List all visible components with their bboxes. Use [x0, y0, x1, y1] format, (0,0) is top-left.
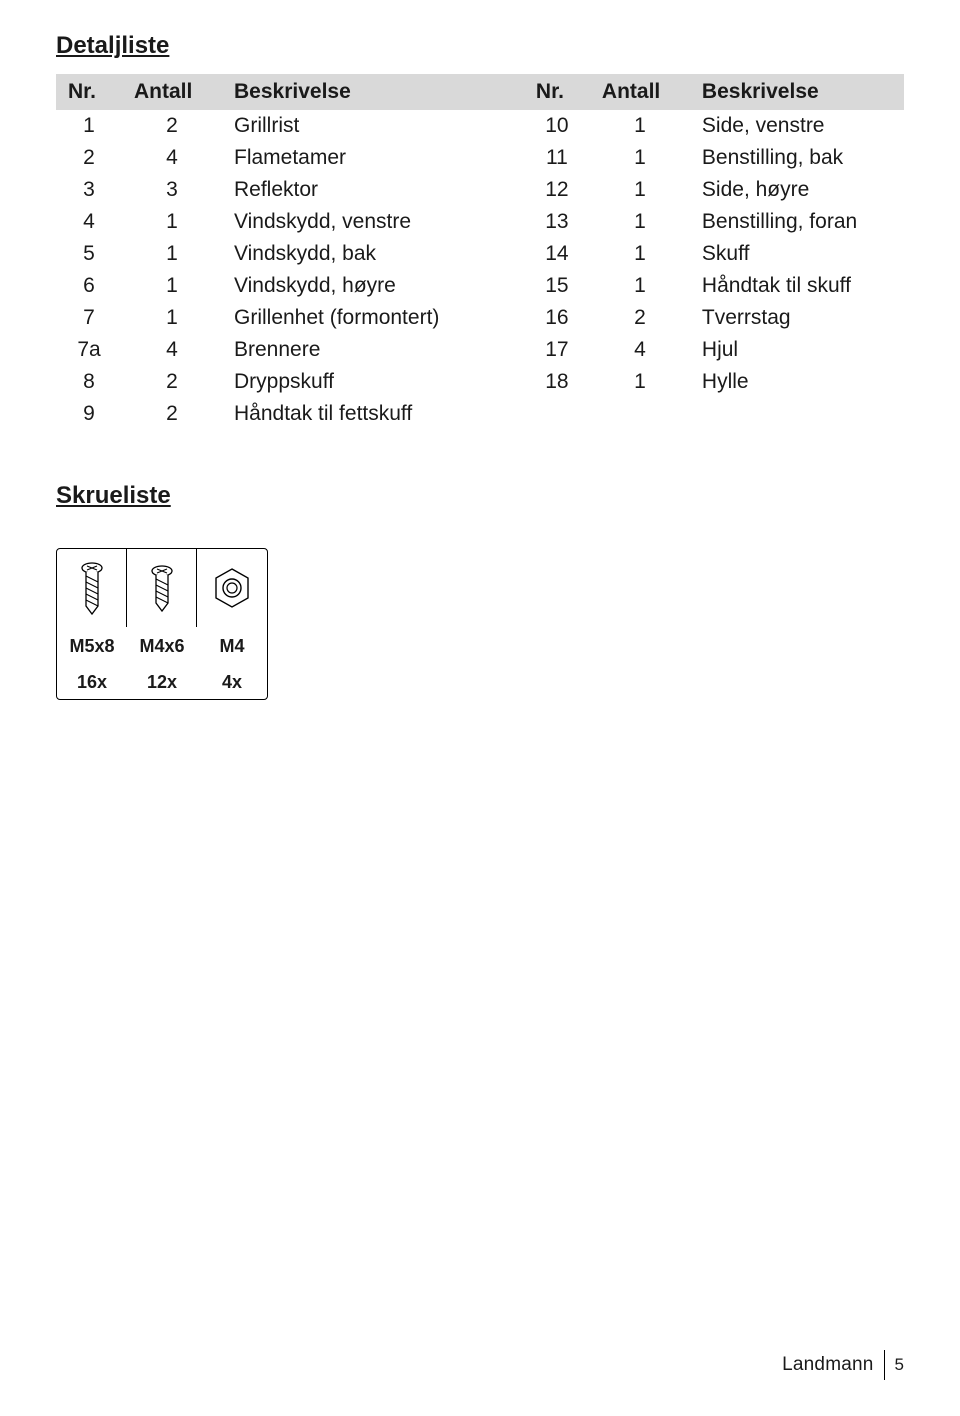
cell-beskrivelse: Tverrstag: [690, 302, 904, 334]
cell-beskrivelse: Vindskydd, venstre: [222, 206, 496, 238]
table-row: 61Vindskydd, høyre151Håndtak til skuff: [56, 270, 904, 302]
cell-beskrivelse: Side, venstre: [690, 110, 904, 142]
cell-beskrivelse: Benstilling, foran: [690, 206, 904, 238]
table-row: 41Vindskydd, venstre131Benstilling, fora…: [56, 206, 904, 238]
screw-qty: 16x: [57, 665, 127, 699]
table-row: 33Reflektor121Side, høyre: [56, 174, 904, 206]
table-row: 82Dryppskuff 181Hylle: [56, 366, 904, 398]
table-row: 7a4Brennere174Hjul: [56, 334, 904, 366]
page-footer: Landmann 5: [782, 1350, 904, 1380]
cell-antall: 1: [590, 142, 690, 174]
cell-beskrivelse: [690, 398, 904, 430]
cell-nr: 2: [56, 142, 122, 174]
cell-nr: 7: [56, 302, 122, 334]
cell-antall: 1: [122, 270, 222, 302]
screw-qty-row: 16x 12x 4x: [57, 665, 267, 699]
cell-nr: 9: [56, 398, 122, 430]
screw-icon: [127, 549, 197, 627]
cell-beskrivelse: Hjul: [690, 334, 904, 366]
table-row: 71Grillenhet (formontert) 162Tverrstag: [56, 302, 904, 334]
footer-brand: Landmann: [782, 1354, 873, 1376]
cell-nr: 4: [56, 206, 122, 238]
cell-antall: 1: [122, 302, 222, 334]
cell-nr: 12: [524, 174, 590, 206]
footer-separator: [884, 1350, 885, 1380]
cell-antall: 2: [122, 110, 222, 142]
skrueliste-section: Skrueliste: [56, 482, 904, 700]
parts-table: Nr. Antall Beskrivelse Nr. Antall Beskri…: [56, 74, 904, 430]
table-row: 12Grillrist101Side, venstre: [56, 110, 904, 142]
cell-antall: 2: [122, 398, 222, 430]
cell-antall: [590, 398, 690, 430]
cell-beskrivelse: Håndtak til fettskuff: [222, 398, 496, 430]
col-beskrivelse-2: Beskrivelse: [690, 74, 904, 110]
cell-antall: 1: [590, 110, 690, 142]
col-antall: Antall: [122, 74, 222, 110]
cell-antall: 1: [122, 238, 222, 270]
cell-antall: 1: [590, 366, 690, 398]
screw-label: M4: [197, 627, 267, 665]
cell-antall: 1: [590, 206, 690, 238]
cell-nr: 18: [524, 366, 590, 398]
cell-beskrivelse: Brennere: [222, 334, 496, 366]
cell-antall: 3: [122, 174, 222, 206]
cell-nr: 3: [56, 174, 122, 206]
screw-box: M5x8 M4x6 M4 16x 12x 4x: [56, 548, 268, 700]
cell-nr: 14: [524, 238, 590, 270]
cell-beskrivelse: Benstilling, bak: [690, 142, 904, 174]
cell-beskrivelse: Side, høyre: [690, 174, 904, 206]
cell-nr: 17: [524, 334, 590, 366]
cell-beskrivelse: Flametamer: [222, 142, 496, 174]
cell-antall: 1: [590, 174, 690, 206]
screw-label: M4x6: [127, 627, 197, 665]
cell-nr: 11: [524, 142, 590, 174]
cell-antall: 4: [122, 334, 222, 366]
hexnut-icon: [197, 549, 267, 627]
cell-antall: 2: [122, 366, 222, 398]
cell-beskrivelse: Vindskydd, bak: [222, 238, 496, 270]
footer-page: 5: [895, 1355, 904, 1375]
cell-beskrivelse: Dryppskuff: [222, 366, 496, 398]
screw-icon-row: [57, 549, 267, 627]
table-row: 51Vindskydd, bak141Skuff: [56, 238, 904, 270]
cell-nr: 7a: [56, 334, 122, 366]
cell-nr: 10: [524, 110, 590, 142]
screw-icon: [57, 549, 127, 627]
cell-beskrivelse: Håndtak til skuff: [690, 270, 904, 302]
cell-nr: 5: [56, 238, 122, 270]
screw-label: M5x8: [57, 627, 127, 665]
col-nr: Nr.: [56, 74, 122, 110]
cell-nr: [524, 398, 590, 430]
cell-antall: 4: [590, 334, 690, 366]
detaljliste-section: Detaljliste Nr. Antall Beskrivelse Nr. A…: [56, 32, 904, 430]
skrueliste-title: Skrueliste: [56, 482, 904, 510]
cell-antall: 1: [122, 206, 222, 238]
cell-nr: 13: [524, 206, 590, 238]
screw-qty: 12x: [127, 665, 197, 699]
col-beskrivelse: Beskrivelse: [222, 74, 496, 110]
cell-antall: 1: [590, 270, 690, 302]
screw-qty: 4x: [197, 665, 267, 699]
cell-nr: 8: [56, 366, 122, 398]
cell-antall: 4: [122, 142, 222, 174]
col-nr-2: Nr.: [524, 74, 590, 110]
cell-nr: 1: [56, 110, 122, 142]
cell-beskrivelse: Grillrist: [222, 110, 496, 142]
screw-label-row: M5x8 M4x6 M4: [57, 627, 267, 665]
table-header-row: Nr. Antall Beskrivelse Nr. Antall Beskri…: [56, 74, 904, 110]
table-row: 24Flametamer111Benstilling, bak: [56, 142, 904, 174]
cell-beskrivelse: Reflektor: [222, 174, 496, 206]
table-row: 92Håndtak til fettskuff: [56, 398, 904, 430]
col-antall-2: Antall: [590, 74, 690, 110]
cell-beskrivelse: Vindskydd, høyre: [222, 270, 496, 302]
detaljliste-title: Detaljliste: [56, 32, 904, 60]
cell-beskrivelse: Hylle: [690, 366, 904, 398]
cell-nr: 16: [524, 302, 590, 334]
cell-nr: 15: [524, 270, 590, 302]
cell-antall: 2: [590, 302, 690, 334]
cell-antall: 1: [590, 238, 690, 270]
cell-beskrivelse: Skuff: [690, 238, 904, 270]
cell-nr: 6: [56, 270, 122, 302]
cell-beskrivelse: Grillenhet (formontert): [222, 302, 496, 334]
